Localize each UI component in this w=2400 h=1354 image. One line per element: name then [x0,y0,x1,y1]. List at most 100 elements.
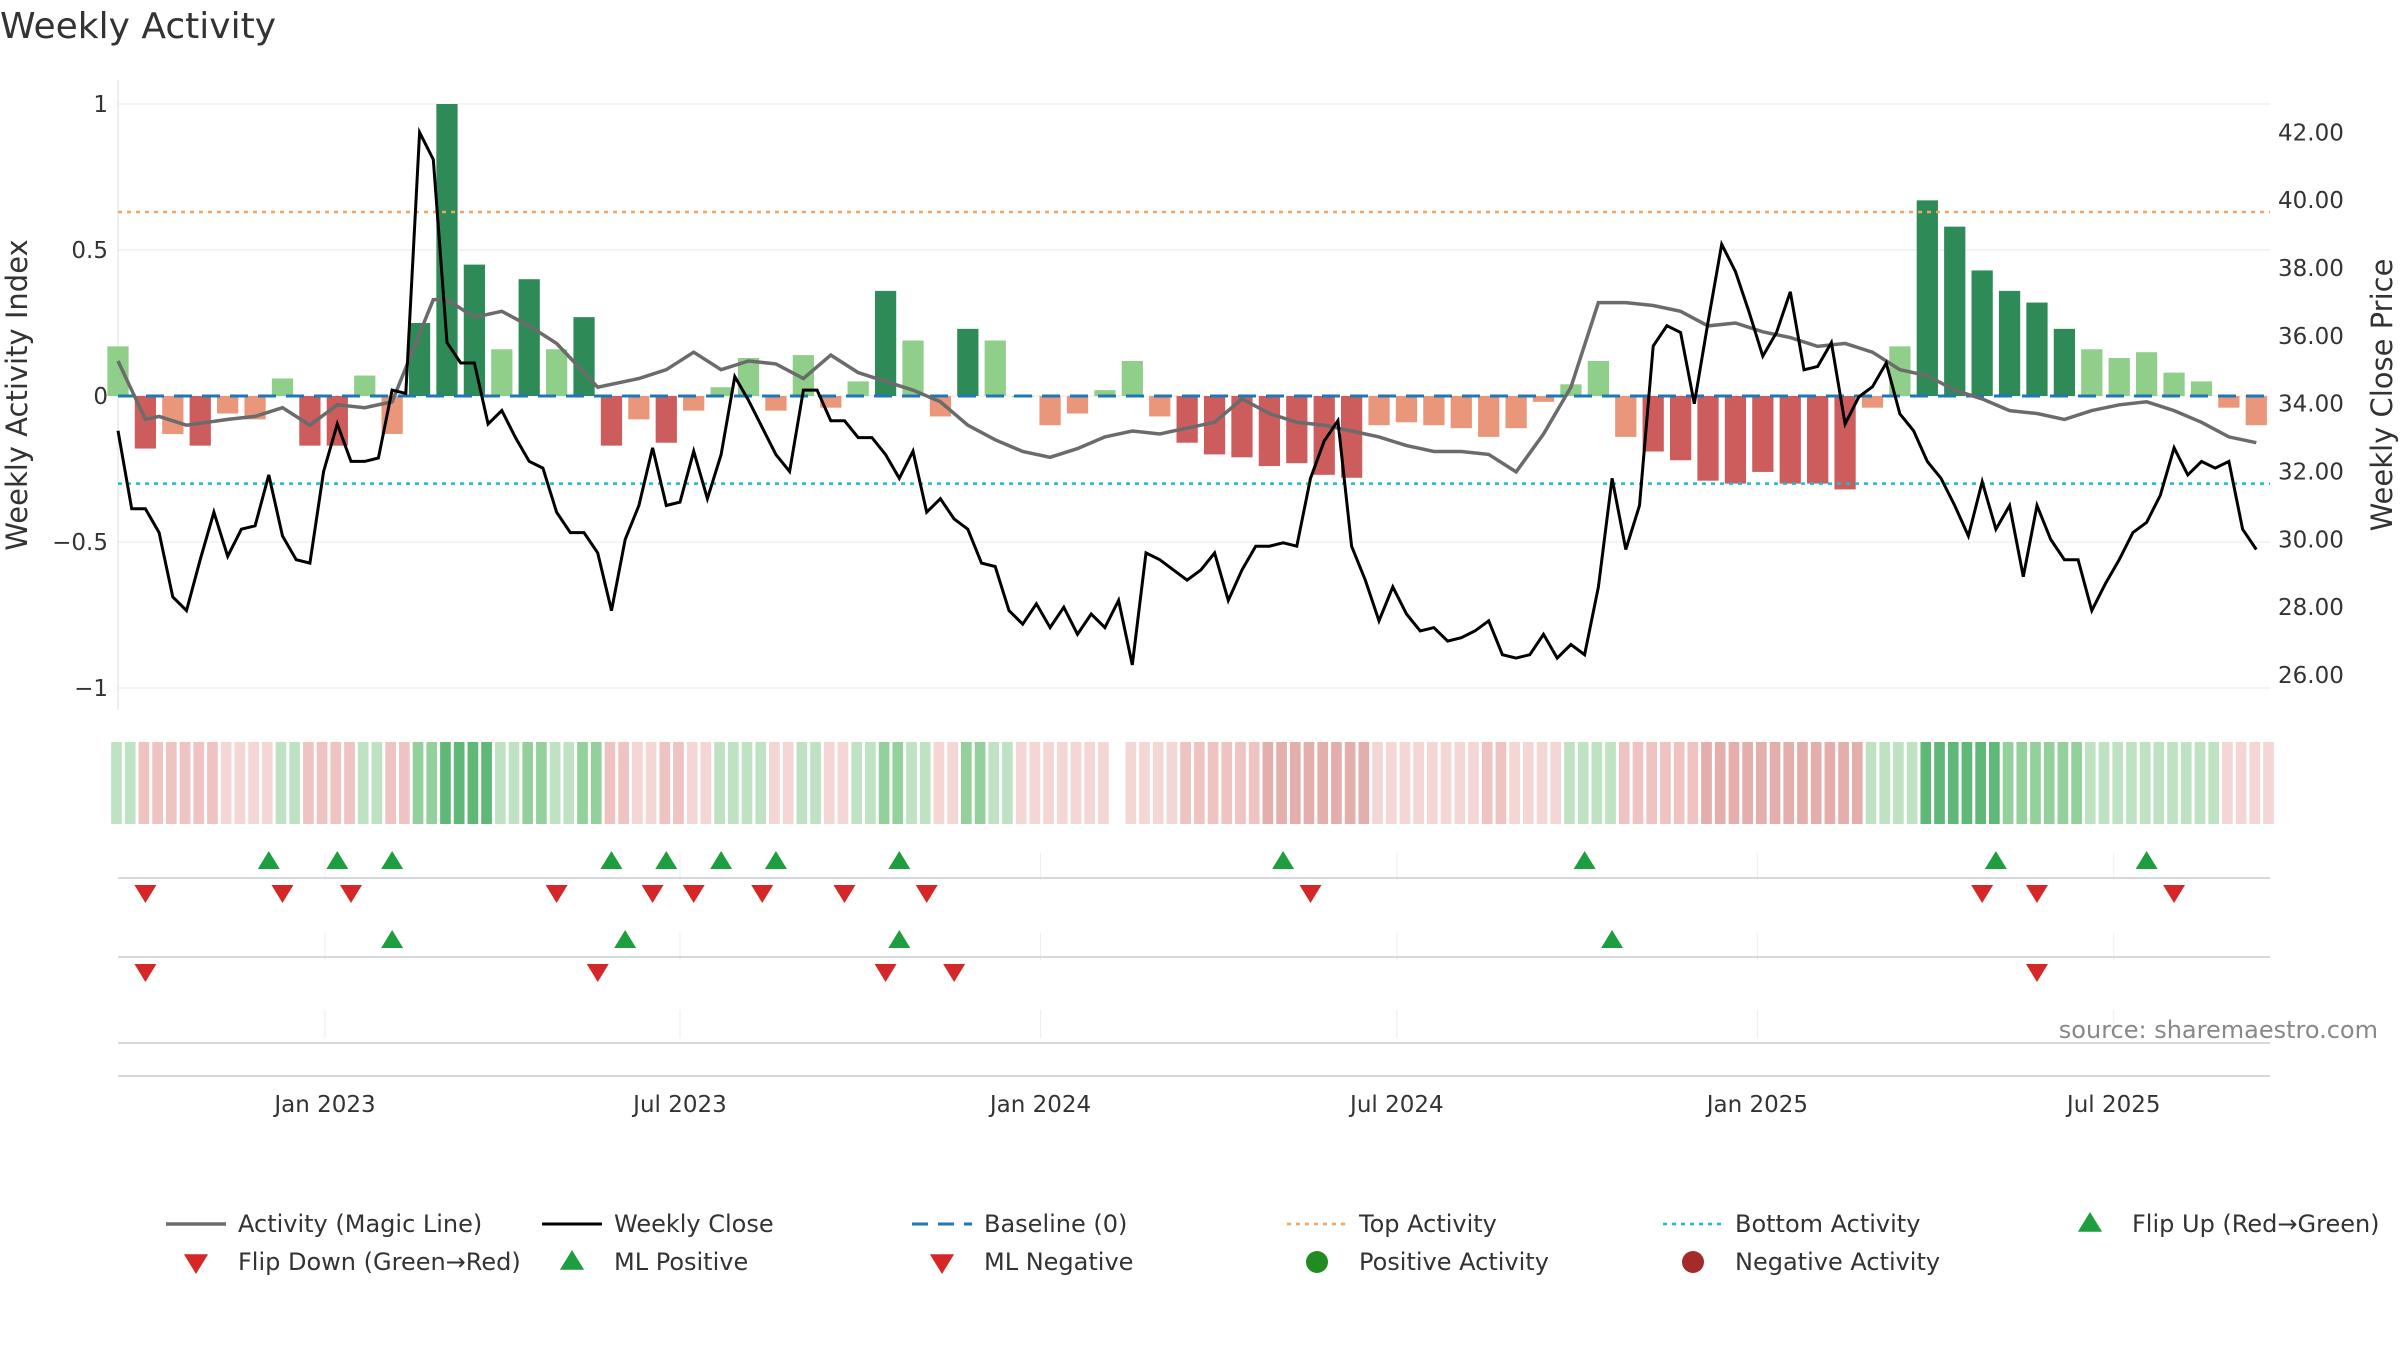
regime-cell [481,742,492,824]
activity-bar [1231,396,1253,458]
line-series [116,126,2258,666]
activity-bar [1724,396,1747,484]
y2-tick-label: 32.00 [2278,460,2344,486]
regime-cell [275,742,287,824]
y2-tick-label: 30.00 [2278,527,2344,553]
flip-down-marker [271,885,294,903]
regime-cell [1564,742,1575,824]
activity-bar [573,317,595,396]
activity-bar [2108,358,2130,396]
legend-label: Flip Up (Red→Green) [2132,1210,2380,1238]
regime-cell [590,742,602,824]
regime-cell [152,742,163,824]
activity-bar [546,349,568,396]
legend-swatch [183,1254,209,1274]
y-axis-label: Weekly Activity Index [0,239,34,550]
regime-cell [659,742,671,824]
legend-item: Negative Activity [1682,1248,1940,1276]
legend-label: Weekly Close [614,1210,774,1238]
y2-tick-label: 28.00 [2278,595,2344,621]
flip-down-marker [915,885,938,903]
y2-tick-label: 42.00 [2278,120,2344,146]
legend-label: Top Activity [1358,1210,1497,1238]
activity-bar [463,264,486,396]
regime-cell [1427,742,1438,824]
activity-bar [2218,396,2240,408]
regime-cell [522,742,534,824]
activity-bar [491,349,513,396]
regime-cell [810,742,821,824]
regime-cell [1098,742,1109,824]
flip-up-marker [1272,851,1295,869]
regime-cell [2208,742,2220,824]
regime-cell [604,742,616,824]
activity-bar [765,396,787,411]
activity-bar [1450,396,1472,429]
regime-cell [919,742,931,824]
regime-cell [2057,742,2069,824]
regime-cell [1207,742,1219,824]
regime-cell [207,742,218,824]
activity-bar [1039,396,1061,426]
x-tick-label: Jul 2025 [2065,1092,2161,1118]
legend-label: Positive Activity [1359,1248,1549,1276]
legend-label: Negative Activity [1735,1248,1940,1276]
legend-item: Activity (Magic Line) [166,1210,482,1238]
activity-bar [1149,396,1171,417]
legend-item: Flip Down (Green→Red) [183,1248,521,1276]
regime-cell [1989,742,2000,824]
flip-up-marker [655,851,678,869]
legend-label: ML Negative [984,1248,1133,1276]
regime-cell [1454,742,1466,824]
regime-cell [1975,742,1986,824]
regime-cell [2222,742,2233,824]
ml-positive-marker [1601,930,1624,948]
legend-item: ML Negative [929,1248,1133,1276]
y2-tick-label: 34.00 [2278,392,2344,418]
regime-cell [1317,742,1329,824]
regime-cell [138,742,150,824]
activity-bar [2081,349,2103,396]
regime-cell [2016,742,2028,824]
regime-cell [1194,742,1205,824]
x-tick-label: Jan 2023 [272,1092,375,1118]
x-tick-label: Jan 2024 [988,1092,1091,1118]
y-tick-label: 0 [93,384,108,410]
activity-bar [1834,396,1856,490]
regime-cell [371,742,383,824]
legend-swatch [1306,1251,1328,1273]
flip-down-marker [2163,885,2186,903]
activity-bar [820,396,842,408]
regime-cell [344,742,355,824]
activity-bar [299,396,321,446]
activity-bar [628,396,650,420]
regime-cell [974,742,986,824]
activity-bar [683,396,705,411]
regime-cell [1495,742,1507,824]
marker-rows [118,851,2270,1077]
flip-up-marker [1573,851,1596,869]
activity-bar [1697,396,1719,481]
regime-cell [1920,742,1932,824]
legend-item: Weekly Close [542,1210,774,1238]
regime-cell [1029,742,1041,824]
regime-cell [2194,742,2206,824]
regime-cell [1248,742,1260,824]
regime-cell [2180,742,2192,824]
ml-positive-marker [381,930,404,948]
regime-cell [1742,742,1753,824]
regime-cell [2098,742,2110,824]
regime-cell [1797,742,1808,824]
activity-bar [1121,360,1143,396]
regime-cell [2249,742,2261,824]
flip-up-marker [257,851,280,869]
regime-cell [1262,742,1274,824]
regime-cell [2153,742,2165,824]
ml-positive-marker [614,930,637,948]
flip-up-marker [710,851,733,869]
ml-negative-marker [2025,964,2048,982]
regime-cell [1591,742,1603,824]
regime-cell [878,742,890,824]
regime-cell [2084,742,2096,824]
